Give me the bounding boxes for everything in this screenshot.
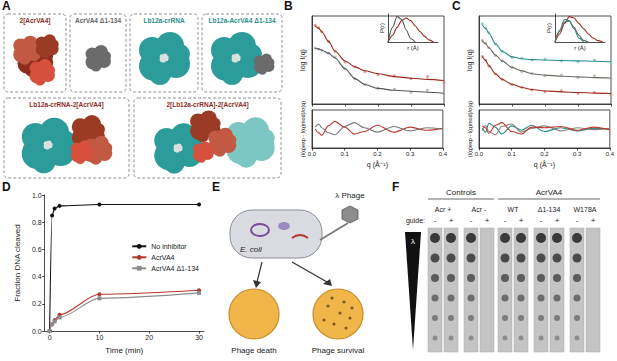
- html-text:C: C: [452, 0, 461, 13]
- svg-text:AcrVA4: AcrVA4: [151, 254, 174, 261]
- svg-text:-: -: [434, 216, 437, 225]
- svg-text:30: 30: [195, 334, 203, 341]
- svg-text:0.0: 0.0: [308, 151, 317, 157]
- svg-text:log I(q): log I(q): [299, 49, 307, 71]
- svg-text:Lb12a-crRNA-2[AcrVA4]: Lb12a-crRNA-2[AcrVA4]: [29, 101, 103, 109]
- svg-text:r (Å): r (Å): [574, 45, 586, 51]
- svg-text:+: +: [591, 216, 596, 225]
- html-text:A: A: [2, 0, 11, 13]
- svg-text:Fraction DNA cleaved: Fraction DNA cleaved: [13, 224, 22, 301]
- svg-text:-: -: [504, 216, 507, 225]
- svg-text:Lb12a-crRNA: Lb12a-crRNA: [143, 17, 184, 24]
- svg-text:0: 0: [48, 334, 52, 341]
- svg-text:WT: WT: [508, 206, 520, 213]
- svg-text:(I(q)exp - I(q)mod)/σ(q): (I(q)exp - I(q)mod)/σ(q): [300, 101, 306, 157]
- svg-text:+: +: [485, 216, 490, 225]
- svg-text:0.0: 0.0: [32, 328, 42, 335]
- svg-text:log I(q): log I(q): [466, 49, 474, 71]
- svg-text:0.2: 0.2: [373, 151, 382, 157]
- svg-text:2[Lb12a-crRNA]-2[AcrVA4]: 2[Lb12a-crRNA]-2[AcrVA4]: [166, 101, 248, 109]
- svg-text:-: -: [540, 216, 543, 225]
- svg-text:AcrVA4 Δ1-134: AcrVA4 Δ1-134: [151, 265, 199, 272]
- svg-text:0.1: 0.1: [341, 151, 350, 157]
- svg-text:Lb12a-AcrVA4 Δ1-134: Lb12a-AcrVA4 Δ1-134: [208, 17, 275, 24]
- svg-text:0.8: 0.8: [32, 219, 42, 226]
- svg-text:0.2: 0.2: [32, 300, 42, 307]
- html-text:D: D: [2, 180, 11, 194]
- svg-text:r (Å): r (Å): [407, 45, 419, 51]
- svg-text:Phage survival: Phage survival: [312, 346, 365, 355]
- svg-text:W178A: W178A: [574, 206, 597, 213]
- svg-text:2[AcrVA4]: 2[AcrVA4]: [20, 17, 51, 25]
- html-text:E: E: [212, 180, 220, 194]
- svg-text:0.4: 0.4: [606, 151, 615, 157]
- svg-text:Phage death: Phage death: [231, 346, 276, 355]
- svg-text:+: +: [449, 216, 454, 225]
- svg-text:AcrVA4: AcrVA4: [536, 188, 563, 197]
- svg-text:P(r): P(r): [379, 23, 385, 33]
- svg-text:+: +: [519, 216, 524, 225]
- svg-text:Δ1-134: Δ1-134: [538, 206, 561, 213]
- svg-text:Acr +: Acr +: [435, 206, 452, 213]
- svg-text:10: 10: [96, 334, 104, 341]
- svg-text:Time (min): Time (min): [105, 346, 143, 355]
- svg-text:20: 20: [145, 334, 153, 341]
- svg-text:0.2: 0.2: [540, 151, 549, 157]
- svg-text:1.0: 1.0: [32, 192, 42, 199]
- svg-text:0.3: 0.3: [573, 151, 582, 157]
- svg-text:E. coli: E. coli: [240, 245, 262, 254]
- svg-text:0.4: 0.4: [32, 273, 42, 280]
- svg-text:q (Å⁻¹): q (Å⁻¹): [367, 160, 388, 169]
- svg-text:0.1: 0.1: [508, 151, 517, 157]
- svg-text:-: -: [470, 216, 473, 225]
- svg-text:λ Phage: λ Phage: [335, 191, 365, 200]
- html-text:B: B: [284, 0, 293, 13]
- svg-text:(I(q)exp - I(q)mod)/σ(q): (I(q)exp - I(q)mod)/σ(q): [467, 101, 473, 157]
- svg-text:λ: λ: [411, 237, 415, 246]
- svg-text:0.0: 0.0: [475, 151, 484, 157]
- html-text:F: F: [392, 180, 400, 194]
- svg-text:0.6: 0.6: [32, 246, 42, 253]
- svg-text:Acr -: Acr -: [472, 206, 487, 213]
- svg-text:P(r): P(r): [546, 23, 552, 33]
- svg-text:AcrVA4 Δ1-134: AcrVA4 Δ1-134: [75, 17, 121, 24]
- svg-text:No inhibitor: No inhibitor: [151, 243, 187, 250]
- svg-text:Controls: Controls: [446, 188, 476, 197]
- svg-text:guide:: guide:: [406, 217, 425, 225]
- svg-text:0.3: 0.3: [406, 151, 415, 157]
- svg-text:0.4: 0.4: [439, 151, 448, 157]
- svg-text:-: -: [576, 216, 579, 225]
- svg-text:q (Å⁻¹): q (Å⁻¹): [534, 160, 555, 169]
- svg-text:+: +: [555, 216, 560, 225]
